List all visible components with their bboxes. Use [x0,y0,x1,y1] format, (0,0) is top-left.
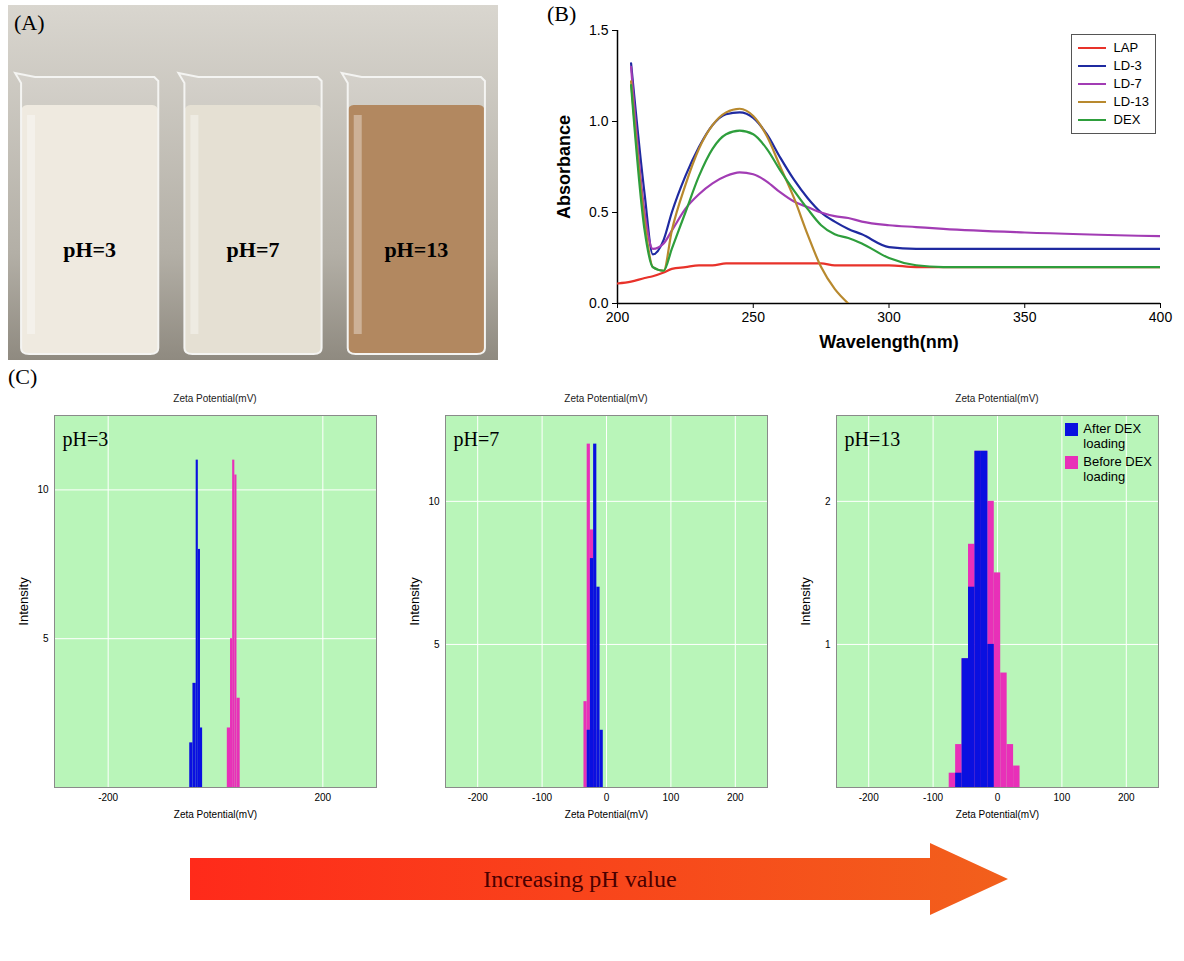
svg-text:200: 200 [727,792,744,803]
svg-text:250: 250 [742,309,766,325]
html-text:Zeta Potential(mV): Zeta Potential(mV) [955,393,1039,404]
html-text:LD-13: LD-13 [1113,94,1149,109]
svg-text:pH=7: pH=7 [454,428,500,451]
svg-text:-100: -100 [923,792,943,803]
svg-text:Absorbance: Absorbance [554,115,574,219]
svg-text:1: 1 [825,639,831,650]
svg-text:0: 0 [995,792,1001,803]
svg-text:-200: -200 [468,792,488,803]
html-text:(C): (C) [8,364,38,389]
svg-text:-200: -200 [859,792,879,803]
svg-text:2: 2 [825,496,831,507]
html-text:LD-7: LD-7 [1113,76,1142,91]
svg-text:1.0: 1.0 [589,113,609,129]
svg-text:-200: -200 [98,792,118,803]
svg-text:Zeta Potential(mV): Zeta Potential(mV) [565,809,648,820]
html-text:loading: loading [1083,469,1126,484]
html-text:Zeta Potential(mV): Zeta Potential(mV) [564,393,648,404]
html-text:(B): (B) [547,1,577,26]
svg-text:10: 10 [428,496,440,507]
svg-text:pH=13: pH=13 [845,428,901,451]
html-text:LAP: LAP [1113,40,1139,55]
svg-text:Intensity: Intensity [16,577,31,626]
svg-text:100: 100 [663,792,680,803]
svg-text:0: 0 [604,792,610,803]
svg-text:Wavelength(nm): Wavelength(nm) [819,332,958,352]
svg-text:200: 200 [1118,792,1135,803]
svg-text:Zeta Potential(mV): Zeta Potential(mV) [956,809,1039,820]
svg-text:100: 100 [1054,792,1071,803]
svg-text:Increasing pH value: Increasing pH value [483,866,676,892]
svg-text:Intensity: Intensity [407,577,422,626]
svg-text:pH=7: pH=7 [227,237,280,262]
svg-text:400: 400 [1149,309,1173,325]
html-text:Zeta Potential(mV): Zeta Potential(mV) [173,393,257,404]
svg-text:Zeta Potential(mV): Zeta Potential(mV) [174,809,257,820]
svg-text:pH=3: pH=3 [63,428,109,451]
svg-text:5: 5 [43,633,49,644]
svg-text:200: 200 [314,792,331,803]
svg-text:10: 10 [37,484,49,495]
html-text:Before DEX: Before DEX [1083,454,1152,469]
html-text:After DEX: After DEX [1083,421,1142,436]
svg-text:200: 200 [606,309,630,325]
svg-text:1.5: 1.5 [589,22,609,38]
svg-text:pH=3: pH=3 [63,237,116,262]
html-text:(A): (A) [14,10,45,35]
svg-text:pH=13: pH=13 [384,237,448,262]
html-text:LD-3: LD-3 [1113,58,1142,73]
svg-text:-100: -100 [532,792,552,803]
svg-text:0.0: 0.0 [589,295,609,311]
svg-text:300: 300 [877,309,901,325]
svg-text:5: 5 [434,639,440,650]
html-text:DEX: DEX [1113,112,1141,127]
svg-text:350: 350 [1013,309,1037,325]
svg-text:Intensity: Intensity [798,577,813,626]
svg-text:0.5: 0.5 [589,204,609,220]
html-text:loading: loading [1083,436,1126,451]
